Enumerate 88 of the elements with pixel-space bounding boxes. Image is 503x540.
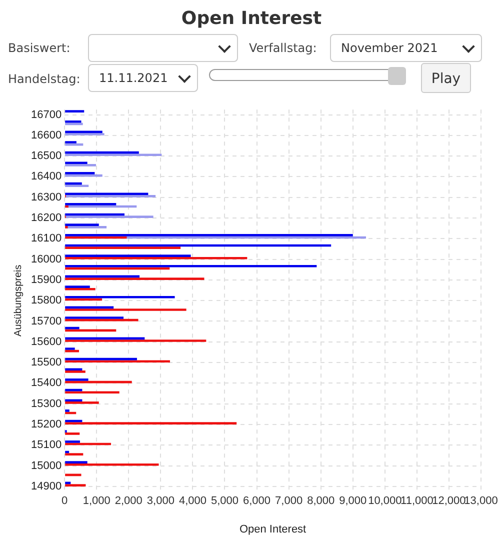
bar <box>65 378 88 381</box>
text: Handelstag: <box>8 72 80 86</box>
bar <box>65 461 88 464</box>
x-axis-title: Open Interest <box>239 523 306 536</box>
bar <box>65 264 317 268</box>
x-tick-label: 8,000 <box>307 495 335 508</box>
x-tick-label: 4,000 <box>178 495 206 508</box>
bar <box>65 120 82 123</box>
bar <box>65 391 120 394</box>
text: Basiswert: <box>8 41 70 55</box>
bar <box>65 224 99 226</box>
bar <box>65 164 96 166</box>
bar <box>65 278 204 280</box>
bar <box>65 340 206 342</box>
bar <box>65 360 170 363</box>
bar <box>65 246 181 249</box>
y-tick-label: 15100 <box>30 439 62 452</box>
text: Verfallstag: <box>249 41 317 55</box>
y-tick-label: 15900 <box>30 274 62 286</box>
x-tick-label: 9,000 <box>339 495 367 508</box>
chart-title: Open Interest <box>180 8 323 29</box>
bar <box>65 308 186 311</box>
bar <box>65 226 107 228</box>
bar <box>65 216 154 218</box>
x-tick-label: 2,000 <box>114 495 142 508</box>
bar <box>65 463 159 466</box>
y-tick-label: 15600 <box>30 336 62 348</box>
bar <box>65 195 156 198</box>
y-axis-title: Ausübungspreis <box>12 264 24 336</box>
x-tick-label: 3,000 <box>146 495 174 508</box>
x-tick-label: 7,000 <box>275 495 303 508</box>
x-tick-label: 13,000 <box>464 495 498 508</box>
dropdown: November 2021 <box>330 34 482 62</box>
bar <box>65 203 116 206</box>
bar <box>65 402 99 404</box>
bar <box>65 326 80 330</box>
y-tick-label: 16600 <box>30 129 62 142</box>
play-button: Play <box>421 63 471 93</box>
y-tick-label: 15300 <box>30 398 62 410</box>
bar <box>65 172 95 174</box>
y-tick-label: 15800 <box>30 294 62 307</box>
y-tick-label: 15200 <box>30 418 62 431</box>
y-tick-label: 16700 <box>30 108 62 121</box>
bar <box>65 422 237 424</box>
bar <box>65 370 86 373</box>
bar <box>65 205 68 208</box>
x-tick-label: 5,000 <box>210 495 239 508</box>
x-tick-label: 0 <box>62 495 68 508</box>
y-tick-label: 16200 <box>30 212 62 224</box>
x-tick-label: 12,000 <box>432 495 466 508</box>
bar <box>65 234 353 236</box>
x-tick-label: 1,000 <box>82 495 110 508</box>
bar <box>65 286 90 288</box>
bar <box>65 226 68 228</box>
bar <box>65 399 82 402</box>
y-tick-label: 14900 <box>30 480 62 492</box>
bar <box>65 162 88 164</box>
bar <box>65 296 175 298</box>
x-tick-label: 10,000 <box>368 495 402 508</box>
y-tick-label: 16400 <box>30 170 62 183</box>
x-tick-label: 11,000 <box>400 495 434 508</box>
x-tick-label: 6,000 <box>243 495 271 508</box>
bar <box>65 184 89 188</box>
y-tick-label: 16500 <box>30 150 62 162</box>
bar <box>65 192 148 196</box>
bar <box>65 368 82 371</box>
bar <box>65 256 248 260</box>
bar <box>65 133 104 136</box>
bar <box>65 410 70 412</box>
bar <box>65 453 84 456</box>
bar <box>65 154 162 156</box>
bar <box>65 440 80 443</box>
dropdown: 11.11.2021 <box>88 64 198 92</box>
bar <box>65 432 80 435</box>
bar <box>65 316 124 319</box>
y-tick-label: 15500 <box>30 356 62 369</box>
y-tick-label: 16000 <box>30 253 62 266</box>
y-tick-label: 16100 <box>30 232 62 245</box>
y-tick-label: 16300 <box>30 191 62 204</box>
bar <box>65 141 76 144</box>
y-tick-label: 15400 <box>30 377 62 390</box>
y-tick-label: 15700 <box>30 315 62 328</box>
bar <box>65 254 191 257</box>
bar <box>65 288 96 290</box>
bar <box>65 484 86 486</box>
bar <box>65 110 84 112</box>
y-tick-label: 15000 <box>30 460 62 472</box>
bar <box>65 348 75 350</box>
